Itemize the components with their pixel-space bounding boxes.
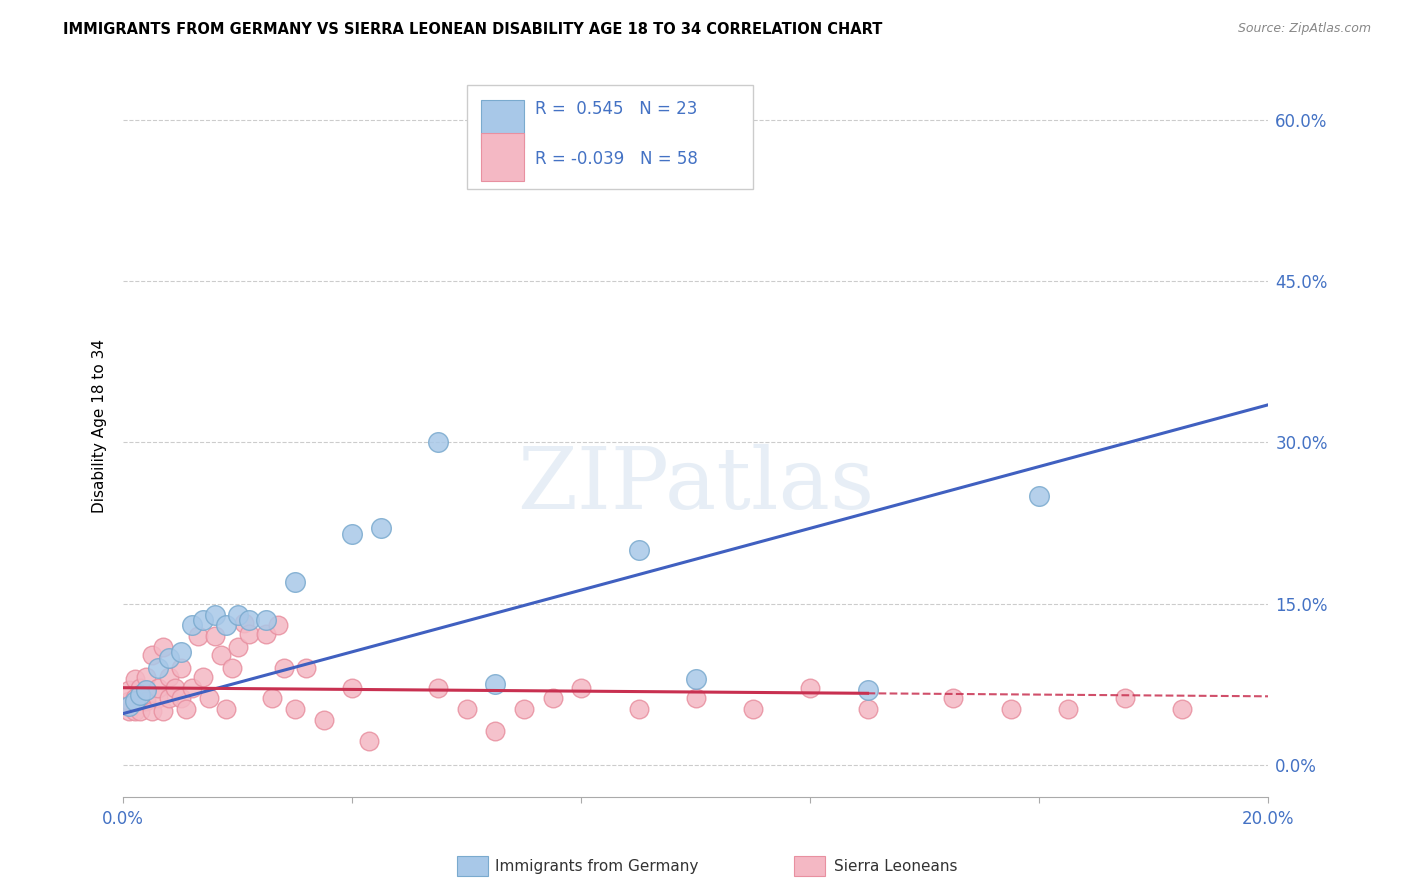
Point — [163, 681, 186, 695]
Point — [254, 627, 277, 641]
Point — [284, 575, 307, 590]
Point — [226, 607, 249, 622]
Point — [204, 629, 226, 643]
Point — [273, 661, 295, 675]
Y-axis label: Disability Age 18 to 34: Disability Age 18 to 34 — [93, 339, 107, 513]
Point — [118, 682, 141, 697]
Point — [193, 670, 215, 684]
Point — [118, 698, 141, 713]
Point — [342, 527, 364, 541]
Point — [124, 691, 146, 706]
FancyBboxPatch shape — [467, 85, 754, 189]
Point — [141, 705, 163, 719]
Point — [284, 702, 307, 716]
Point — [198, 691, 221, 706]
Point — [124, 705, 146, 719]
Point — [118, 693, 141, 707]
Point — [942, 691, 965, 706]
Point — [146, 691, 169, 706]
Point — [1000, 702, 1022, 716]
Point — [152, 640, 174, 654]
Point — [342, 681, 364, 695]
Point — [238, 613, 260, 627]
Text: ZIPatlas: ZIPatlas — [517, 444, 875, 527]
Text: R = -0.039   N = 58: R = -0.039 N = 58 — [536, 150, 699, 168]
Point — [181, 681, 204, 695]
Point — [295, 661, 318, 675]
Point — [254, 613, 277, 627]
Bar — [481, 133, 524, 181]
Point — [569, 681, 592, 695]
Point — [541, 691, 564, 706]
Point — [1028, 489, 1050, 503]
Point — [484, 677, 506, 691]
Text: Immigrants from Germany: Immigrants from Germany — [495, 859, 699, 873]
Point — [856, 682, 879, 697]
Point — [359, 734, 381, 748]
Text: Sierra Leoneans: Sierra Leoneans — [834, 859, 957, 873]
Point — [135, 693, 157, 707]
Text: IMMIGRANTS FROM GERMANY VS SIERRA LEONEAN DISABILITY AGE 18 TO 34 CORRELATION CH: IMMIGRANTS FROM GERMANY VS SIERRA LEONEA… — [63, 22, 883, 37]
Point — [135, 682, 157, 697]
Point — [124, 693, 146, 707]
Point — [215, 618, 238, 632]
Point — [427, 681, 450, 695]
Point — [799, 681, 821, 695]
Point — [370, 521, 392, 535]
Text: R =  0.545   N = 23: R = 0.545 N = 23 — [536, 100, 697, 118]
Point — [169, 661, 191, 675]
Point — [193, 613, 215, 627]
Point — [221, 661, 243, 675]
Point — [169, 691, 191, 706]
Point — [456, 702, 478, 716]
Point — [157, 691, 180, 706]
Point — [267, 618, 290, 632]
Point — [427, 435, 450, 450]
Point — [238, 627, 260, 641]
Point — [141, 648, 163, 663]
Point — [135, 670, 157, 684]
Point — [204, 607, 226, 622]
Point — [118, 705, 141, 719]
Point — [174, 702, 197, 716]
Point — [312, 713, 335, 727]
Point — [181, 618, 204, 632]
Point — [157, 650, 180, 665]
Point — [152, 705, 174, 719]
Point — [685, 691, 707, 706]
Point — [742, 702, 765, 716]
Point — [129, 705, 152, 719]
Point — [685, 672, 707, 686]
Point — [146, 681, 169, 695]
Point — [1171, 702, 1194, 716]
Point — [484, 723, 506, 738]
Point — [169, 645, 191, 659]
Point — [262, 691, 284, 706]
Text: Source: ZipAtlas.com: Source: ZipAtlas.com — [1237, 22, 1371, 36]
Point — [187, 629, 209, 643]
Point — [157, 670, 180, 684]
Point — [226, 640, 249, 654]
Point — [209, 648, 232, 663]
Point — [1057, 702, 1080, 716]
Point — [232, 616, 254, 631]
Point — [129, 688, 152, 702]
Point — [146, 661, 169, 675]
Bar — [481, 100, 524, 148]
Point — [627, 702, 650, 716]
Point — [1114, 691, 1136, 706]
Point — [513, 702, 536, 716]
Point — [129, 681, 152, 695]
Point — [627, 543, 650, 558]
Point — [215, 702, 238, 716]
Point — [124, 672, 146, 686]
Point — [856, 702, 879, 716]
